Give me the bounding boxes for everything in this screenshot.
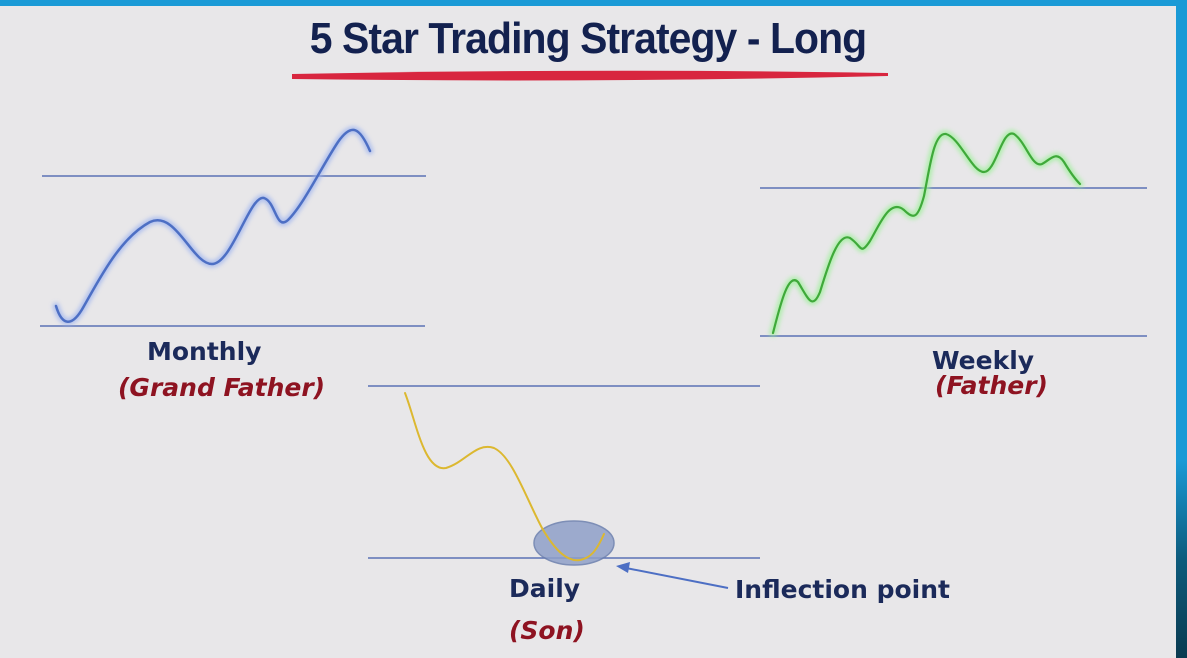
daily-label: Daily [509, 574, 581, 603]
slide-canvas: 5 Star Trading Strategy - Long [0, 6, 1176, 658]
inflection-arrow-head [616, 562, 630, 573]
inflection-point-label: Inflection point [735, 575, 950, 604]
monthly-trend-line [54, 128, 372, 323]
weekly-role-label: (Father) [935, 371, 1048, 400]
trading-diagram [40, 70, 1147, 589]
monthly-panel [40, 126, 426, 327]
page-title: 5 Star Trading Strategy - Long [309, 14, 867, 63]
inflection-highlight-ellipse [533, 520, 615, 566]
inflection-arrow-line [625, 567, 729, 589]
daily-panel [368, 385, 760, 589]
right-edge-strip [1176, 0, 1187, 658]
monthly-label: Monthly [147, 337, 262, 366]
weekly-label: Weekly [932, 346, 1035, 375]
weekly-trend-line [771, 132, 1082, 335]
monthly-role-label: (Grand Father) [118, 373, 326, 402]
weekly-trend-glow [769, 130, 1084, 337]
daily-trend-line [404, 392, 605, 562]
title-underline [292, 70, 888, 81]
monthly-trend-glow [52, 126, 374, 326]
weekly-panel [760, 130, 1147, 337]
daily-role-label: (Son) [509, 616, 585, 645]
